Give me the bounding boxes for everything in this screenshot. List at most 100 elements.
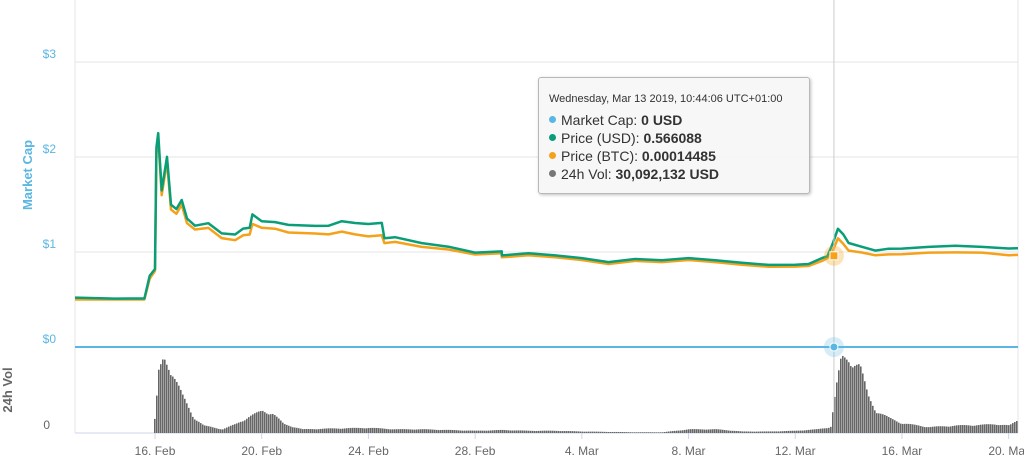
volume-bar xyxy=(344,428,346,433)
volume-bar xyxy=(836,382,838,433)
volume-bar xyxy=(1004,424,1006,433)
volume-bar xyxy=(708,429,710,433)
volume-bar xyxy=(464,430,466,433)
volume-bar xyxy=(252,414,254,433)
volume-bar xyxy=(218,428,220,433)
volume-bar xyxy=(184,398,186,433)
volume-bar xyxy=(878,413,880,433)
y-tick-label: $0 xyxy=(43,332,57,346)
volume-bar xyxy=(860,366,862,433)
x-tick-label: 20. Feb xyxy=(241,444,282,458)
volume-bar xyxy=(648,432,650,433)
volume-bar xyxy=(976,425,978,433)
volume-bar xyxy=(988,424,990,433)
volume-bar xyxy=(266,413,268,433)
x-tick-label: 16. Feb xyxy=(135,444,176,458)
volume-bar xyxy=(840,358,842,433)
volume-bar xyxy=(638,432,640,433)
volume-bar xyxy=(848,362,850,433)
volume-bar xyxy=(172,376,174,433)
volume-bar xyxy=(704,429,706,433)
volume-bar xyxy=(664,431,666,433)
volume-bar xyxy=(590,431,592,433)
volume-bar xyxy=(298,428,300,433)
volume-bar xyxy=(740,431,742,433)
volume-bar xyxy=(952,426,954,433)
volume-bar xyxy=(736,431,738,433)
volume-bar xyxy=(652,432,654,433)
volume-bar xyxy=(850,366,852,433)
volume-bar xyxy=(880,413,882,433)
volume-bar xyxy=(786,430,788,433)
volume-bar xyxy=(384,428,386,433)
volume-bar xyxy=(568,431,570,433)
volume-bar xyxy=(502,429,504,433)
volume-bar xyxy=(978,424,980,433)
volume-bar xyxy=(922,426,924,433)
volume-bar xyxy=(694,429,696,433)
volume-bar xyxy=(468,430,470,433)
volume-bar xyxy=(528,430,530,433)
volume-bar xyxy=(544,430,546,433)
volume-bar xyxy=(514,430,516,433)
volume-bar xyxy=(884,414,886,433)
volume-bar xyxy=(532,430,534,433)
volume-bar xyxy=(178,385,180,433)
volume-bar xyxy=(168,369,170,433)
volume-bar xyxy=(974,425,976,433)
volume-bar xyxy=(604,431,606,433)
volume-bar xyxy=(866,389,868,433)
volume-bar xyxy=(210,426,212,433)
volume-bar xyxy=(738,431,740,433)
volume-bar xyxy=(966,425,968,433)
volume-bar xyxy=(794,430,796,433)
volume-bar xyxy=(672,431,674,433)
volume-bar xyxy=(814,429,816,433)
volume-bar xyxy=(484,430,486,433)
volume-bar xyxy=(496,430,498,433)
volume-bar xyxy=(846,359,848,433)
volume-bar xyxy=(518,430,520,433)
volume-bar xyxy=(618,431,620,433)
volume-bar xyxy=(810,429,812,433)
volume-bar xyxy=(824,428,826,433)
tooltip-row-price-btc: Price (BTC): 0.00014485 xyxy=(549,147,799,165)
volume-bar xyxy=(194,419,196,433)
volume-bar xyxy=(960,425,962,433)
volume-bar xyxy=(932,426,934,433)
volume-bar xyxy=(898,422,900,433)
price-usd-dot-icon xyxy=(549,134,556,141)
volume-bar xyxy=(800,430,802,433)
volume-bar xyxy=(558,431,560,433)
volume-bar xyxy=(404,429,406,433)
volume-bar xyxy=(856,364,858,433)
volume-bar xyxy=(782,431,784,433)
volume-bar xyxy=(686,429,688,433)
y-tick-label: $1 xyxy=(43,237,57,251)
volume-bar xyxy=(706,429,708,433)
volume-bar xyxy=(340,428,342,433)
volume-bar xyxy=(288,425,290,433)
volume-bar xyxy=(682,430,684,433)
volume-bar xyxy=(256,412,258,433)
volume-bar xyxy=(634,432,636,433)
volume-bar xyxy=(506,430,508,433)
volume-bar xyxy=(956,425,958,433)
chart-tooltip: Wednesday, Mar 13 2019, 10:44:06 UTC+01:… xyxy=(538,77,810,194)
volume-bar xyxy=(408,429,410,433)
volume-bar xyxy=(748,431,750,433)
volume-bar xyxy=(434,429,436,433)
volume-bar xyxy=(264,412,266,433)
volume-bar xyxy=(324,428,326,433)
volume-bar xyxy=(630,432,632,433)
volume-bar xyxy=(300,428,302,433)
volume-bar xyxy=(924,427,926,433)
volume-bar xyxy=(586,431,588,433)
x-tick-label: 12. Mar xyxy=(775,444,816,458)
volume-bar xyxy=(214,427,216,433)
volume-bar xyxy=(654,432,656,433)
volume-bar xyxy=(990,424,992,433)
volume-bar xyxy=(606,431,608,433)
volume-bar xyxy=(346,428,348,433)
